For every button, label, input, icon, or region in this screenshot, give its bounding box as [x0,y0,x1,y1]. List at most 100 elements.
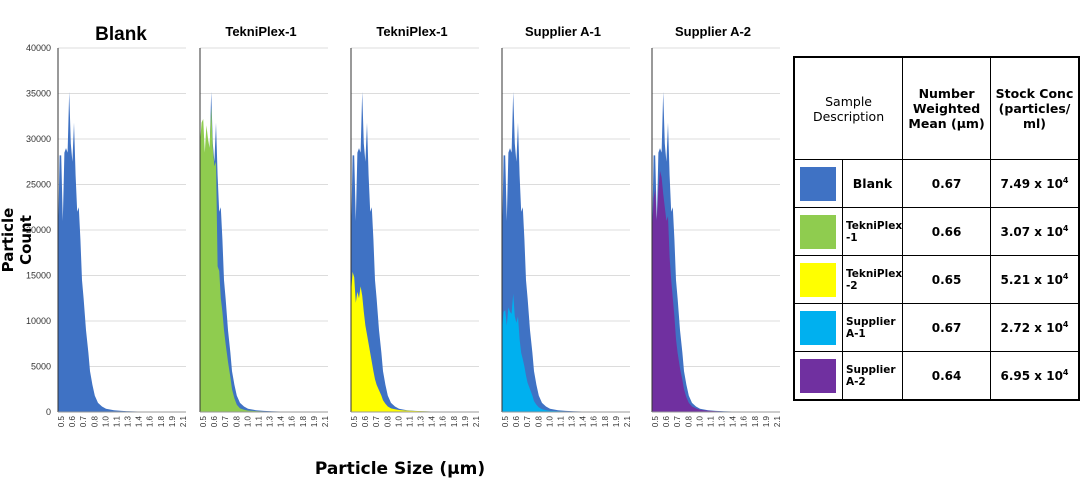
table-body: Blank 0.67 7.49 x 104 TekniPlex -1 0.66 3.07 … [793,159,1080,401]
x-tick-label: 1.0 [695,415,704,427]
x-tick-label: 1.8 [601,415,610,427]
x-tick-label: 1.9 [310,415,319,427]
y-tick-label: 40000 [26,43,51,53]
conc-value: 7.49 x 104 [990,159,1080,208]
conc-value: 5.21 x 104 [990,255,1080,304]
conc-mantissa: 7.49 x 10 [1000,177,1063,191]
conc-exponent: 4 [1062,176,1069,185]
conc-mantissa: 2.72 x 10 [1000,321,1063,335]
y-tick-label: 0 [46,407,51,417]
area-series-tekniplex1 [200,107,328,412]
sample-name: Supplier A-2 [841,351,904,401]
x-tick-label: 1.0 [545,415,554,427]
x-tick-label: 2.1 [773,415,782,427]
x-tick-label: 0.8 [534,415,543,427]
x-tick-label: 0.6 [210,415,219,427]
x-tick-label: 1.1 [254,415,263,427]
x-tick-label: 0.7 [79,415,88,427]
x-tick-label: 0.5 [501,415,510,427]
x-tick-label: 1.9 [168,415,177,427]
x-tick-label: 1.1 [556,415,565,427]
header-stock-conc: Stock Conc (particles/ ml) [990,56,1080,160]
x-tick-label: 0.7 [523,415,532,427]
x-tick-label: 1.4 [277,415,286,427]
conc-value: 3.07 x 104 [990,207,1080,256]
conc-mantissa: 5.21 x 10 [1000,273,1063,287]
conc-value: 6.95 x 104 [990,351,1080,401]
x-tick-label: 2.1 [179,415,188,427]
conc-exponent: 4 [1062,272,1069,281]
y-tick-label: 25000 [26,180,51,190]
charts-area: 0.5 0.6 0.7 0.8 1.0 1.1 1.3 1.4 1.6 1.8 1.9 2.1 Blan… [0,24,782,479]
conc-mantissa: 3.07 x 10 [1000,225,1063,239]
x-tick-label: 1.0 [243,415,252,427]
color-swatch [800,310,837,345]
mean-value: 0.67 [902,159,992,208]
y-tick-label: 20000 [26,225,51,235]
area-series-supplierA2 [652,170,780,412]
header-number-weighted-mean: Number Weighted Mean (μm) [902,56,992,160]
swatch-cell [793,351,843,401]
area-series-supplierA1 [502,293,630,412]
sample-table: Sample Description Number Weighted Mean … [793,56,1080,401]
x-tick-label: 0.5 [350,415,359,427]
x-tick-label: 1.0 [101,415,110,427]
sample-name: TekniPlex -1 [841,207,904,256]
table-row: Blank 0.67 7.49 x 104 [793,159,1080,208]
x-tick-label: 1.3 [568,415,577,427]
table-row: TekniPlex -2 0.65 5.21 x 104 [793,255,1080,304]
conc-exponent: 4 [1062,224,1069,233]
x-tick-label: 1.8 [157,415,166,427]
chart-panel: 0.5 0.6 0.7 0.8 1.0 1.1 1.3 1.4 1.6 1.8 1.9 2.1 Tekn… [350,24,481,427]
color-swatch [800,166,837,201]
chart-panel: 0.5 0.6 0.7 0.8 1.0 1.1 1.3 1.4 1.6 1.8 1.9 2.1 Supp… [651,24,782,427]
area-series-tekniplex2 [351,271,479,412]
panel-title: TekniPlex-1 [376,24,447,39]
x-tick-label: 0.6 [361,415,370,427]
chart-panel: 0.5 0.6 0.7 0.8 1.0 1.1 1.3 1.4 1.6 1.8 1.9 2.1 Blan… [57,24,188,427]
x-tick-label: 1.6 [740,415,749,427]
x-tick-label: 1.6 [146,415,155,427]
x-tick-label: 1.3 [266,415,275,427]
x-tick-label: 0.8 [684,415,693,427]
mean-value: 0.65 [902,255,992,304]
panel-title: Blank [95,24,147,45]
x-tick-label: 2.1 [472,415,481,427]
sample-name: TekniPlex -2 [841,255,904,304]
x-tick-label: 1.4 [428,415,437,427]
x-tick-label: 0.6 [512,415,521,427]
swatch-cell [793,303,843,352]
y-tick-label: 30000 [26,134,51,144]
x-tick-label: 0.7 [221,415,230,427]
area-series-blank [58,91,186,412]
x-tick-label: 0.7 [372,415,381,427]
conc-exponent: 4 [1062,320,1069,329]
color-swatch [800,262,837,297]
x-tick-label: 1.6 [288,415,297,427]
panel-title: Supplier A-2 [675,24,751,39]
mean-value: 0.66 [902,207,992,256]
x-tick-label: 1.8 [450,415,459,427]
x-tick-label: 0.5 [199,415,208,427]
y-tick-label: 5000 [31,362,51,372]
x-tick-label: 2.1 [623,415,632,427]
x-tick-label: 1.1 [405,415,414,427]
conc-value: 2.72 x 104 [990,303,1080,352]
x-tick-label: 1.9 [762,415,771,427]
swatch-cell [793,255,843,304]
x-tick-label: 0.8 [90,415,99,427]
x-tick-label: 1.3 [718,415,727,427]
sample-name: Blank [841,159,904,208]
header-sample-description: Sample Description [793,56,904,160]
x-tick-label: 0.6 [68,415,77,427]
x-tick-label: 1.4 [579,415,588,427]
x-tick-label: 1.9 [461,415,470,427]
x-tick-label: 1.0 [394,415,403,427]
x-tick-label: 1.8 [751,415,760,427]
x-tick-label: 1.1 [112,415,121,427]
panel-title: Supplier A-1 [525,24,601,39]
x-tick-label: 1.6 [590,415,599,427]
x-tick-label: 1.3 [124,415,133,427]
chart-panel: 0.5 0.6 0.7 0.8 1.0 1.1 1.3 1.4 1.6 1.8 1.9 2.1 Tekn… [199,24,330,427]
chart-panel: 0.5 0.6 0.7 0.8 1.0 1.1 1.3 1.4 1.6 1.8 1.9 2.1 Supp… [501,24,632,427]
